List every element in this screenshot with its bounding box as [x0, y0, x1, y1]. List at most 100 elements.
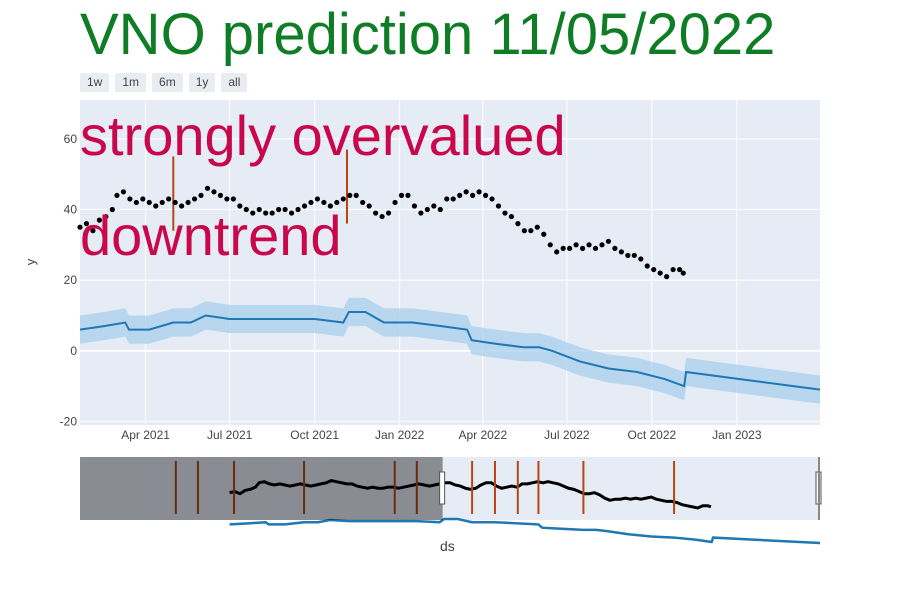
actual-point: [560, 245, 566, 251]
x-tick-label: Jan 2023: [712, 428, 762, 442]
actual-point: [353, 192, 359, 198]
actual-point: [166, 196, 172, 202]
actual-point: [444, 196, 450, 202]
actual-point: [573, 242, 579, 248]
actual-point: [547, 242, 553, 248]
actual-point: [534, 224, 540, 230]
actual-point: [431, 203, 437, 209]
actual-point: [664, 274, 670, 280]
actual-point: [295, 206, 301, 213]
actual-point: [230, 196, 236, 202]
actual-point: [554, 249, 560, 255]
actual-point: [301, 203, 308, 209]
rangeslider-mask: [80, 457, 443, 520]
actual-point: [618, 249, 624, 255]
actual-point: [470, 192, 476, 198]
rangeslider-actual-line: [229, 479, 712, 510]
x-tick-label: Jan 2022: [375, 428, 425, 442]
range-button-1m[interactable]: 1m: [115, 73, 147, 92]
actual-point: [288, 210, 295, 216]
actual-point: [625, 252, 631, 259]
actual-point: [424, 206, 430, 213]
actual-point: [680, 270, 686, 276]
actual-point: [592, 245, 599, 251]
chart-title: VNO prediction 11/05/2022: [80, 2, 776, 67]
actual-point: [528, 228, 534, 234]
range-button-1y[interactable]: 1y: [188, 73, 216, 92]
actual-point: [263, 210, 269, 216]
range-selector: 1w 1m 6m 1y all: [80, 73, 248, 92]
x-tick-label: Jul 2021: [207, 428, 253, 442]
actual-point: [567, 245, 573, 251]
range-button-6m[interactable]: 6m: [152, 73, 183, 92]
rangeslider-left-handle: [439, 471, 446, 505]
range-button-1w[interactable]: 1w: [80, 73, 110, 92]
actual-point: [109, 206, 115, 213]
forecast-line: [79, 310, 821, 391]
actual-point: [508, 213, 515, 220]
actual-point: [373, 210, 379, 216]
actual-point: [269, 210, 275, 216]
actual-point: [651, 266, 657, 273]
actual-point: [114, 192, 120, 198]
actual-point: [217, 192, 224, 198]
actual-point: [185, 199, 191, 206]
actual-point: [586, 242, 592, 248]
actual-point: [457, 192, 463, 198]
actual-point: [204, 185, 211, 191]
actual-point: [314, 196, 321, 202]
actual-point: [327, 203, 333, 209]
actual-point: [282, 206, 288, 213]
actual-point: [495, 203, 502, 209]
actual-point: [463, 189, 469, 195]
x-axis-title: ds: [440, 538, 455, 554]
actual-point: [153, 203, 159, 209]
actual-point: [541, 231, 547, 237]
actual-point: [638, 256, 644, 262]
actual-point: [103, 213, 109, 220]
actual-point: [96, 217, 103, 223]
range-button-all[interactable]: all: [221, 73, 248, 92]
actual-point: [334, 199, 340, 206]
actual-point: [198, 192, 204, 198]
actual-point: [502, 210, 508, 216]
actual-point: [644, 263, 650, 269]
actual-point: [489, 196, 495, 202]
actual-point: [256, 206, 262, 213]
y-tick-label: 40: [64, 203, 78, 217]
x-tick-label: Oct 2022: [628, 428, 677, 442]
actual-point: [612, 245, 618, 251]
actual-point: [243, 206, 249, 213]
actual-point: [347, 192, 353, 198]
actual-point: [127, 196, 133, 202]
actual-point: [179, 203, 185, 209]
x-tick-label: Jul 2022: [544, 428, 590, 442]
actual-point: [140, 196, 146, 202]
y-tick-label: 0: [70, 344, 77, 358]
actual-point: [90, 228, 96, 234]
actual-point: [308, 199, 314, 206]
actual-point: [392, 199, 398, 206]
actual-point: [605, 238, 612, 244]
annotation-downtrend: downtrend: [80, 204, 342, 267]
actual-point: [482, 192, 489, 198]
actual-point: [133, 199, 139, 206]
actual-point: [450, 196, 456, 202]
actual-point: [521, 228, 527, 234]
actual-point: [191, 196, 198, 202]
actual-point: [77, 224, 83, 230]
actual-point: [418, 210, 424, 216]
y-tick-label: 60: [64, 132, 78, 146]
actual-point: [224, 196, 230, 202]
actual-point: [237, 203, 243, 209]
actual-point: [250, 210, 256, 216]
actual-point: [599, 242, 605, 248]
rangeslider-forecast-line: [229, 517, 821, 545]
actual-point: [670, 266, 676, 273]
actual-point: [405, 192, 411, 198]
actual-point: [476, 189, 482, 195]
actual-point: [579, 245, 586, 251]
actual-point: [411, 203, 418, 209]
actual-point: [146, 199, 152, 206]
